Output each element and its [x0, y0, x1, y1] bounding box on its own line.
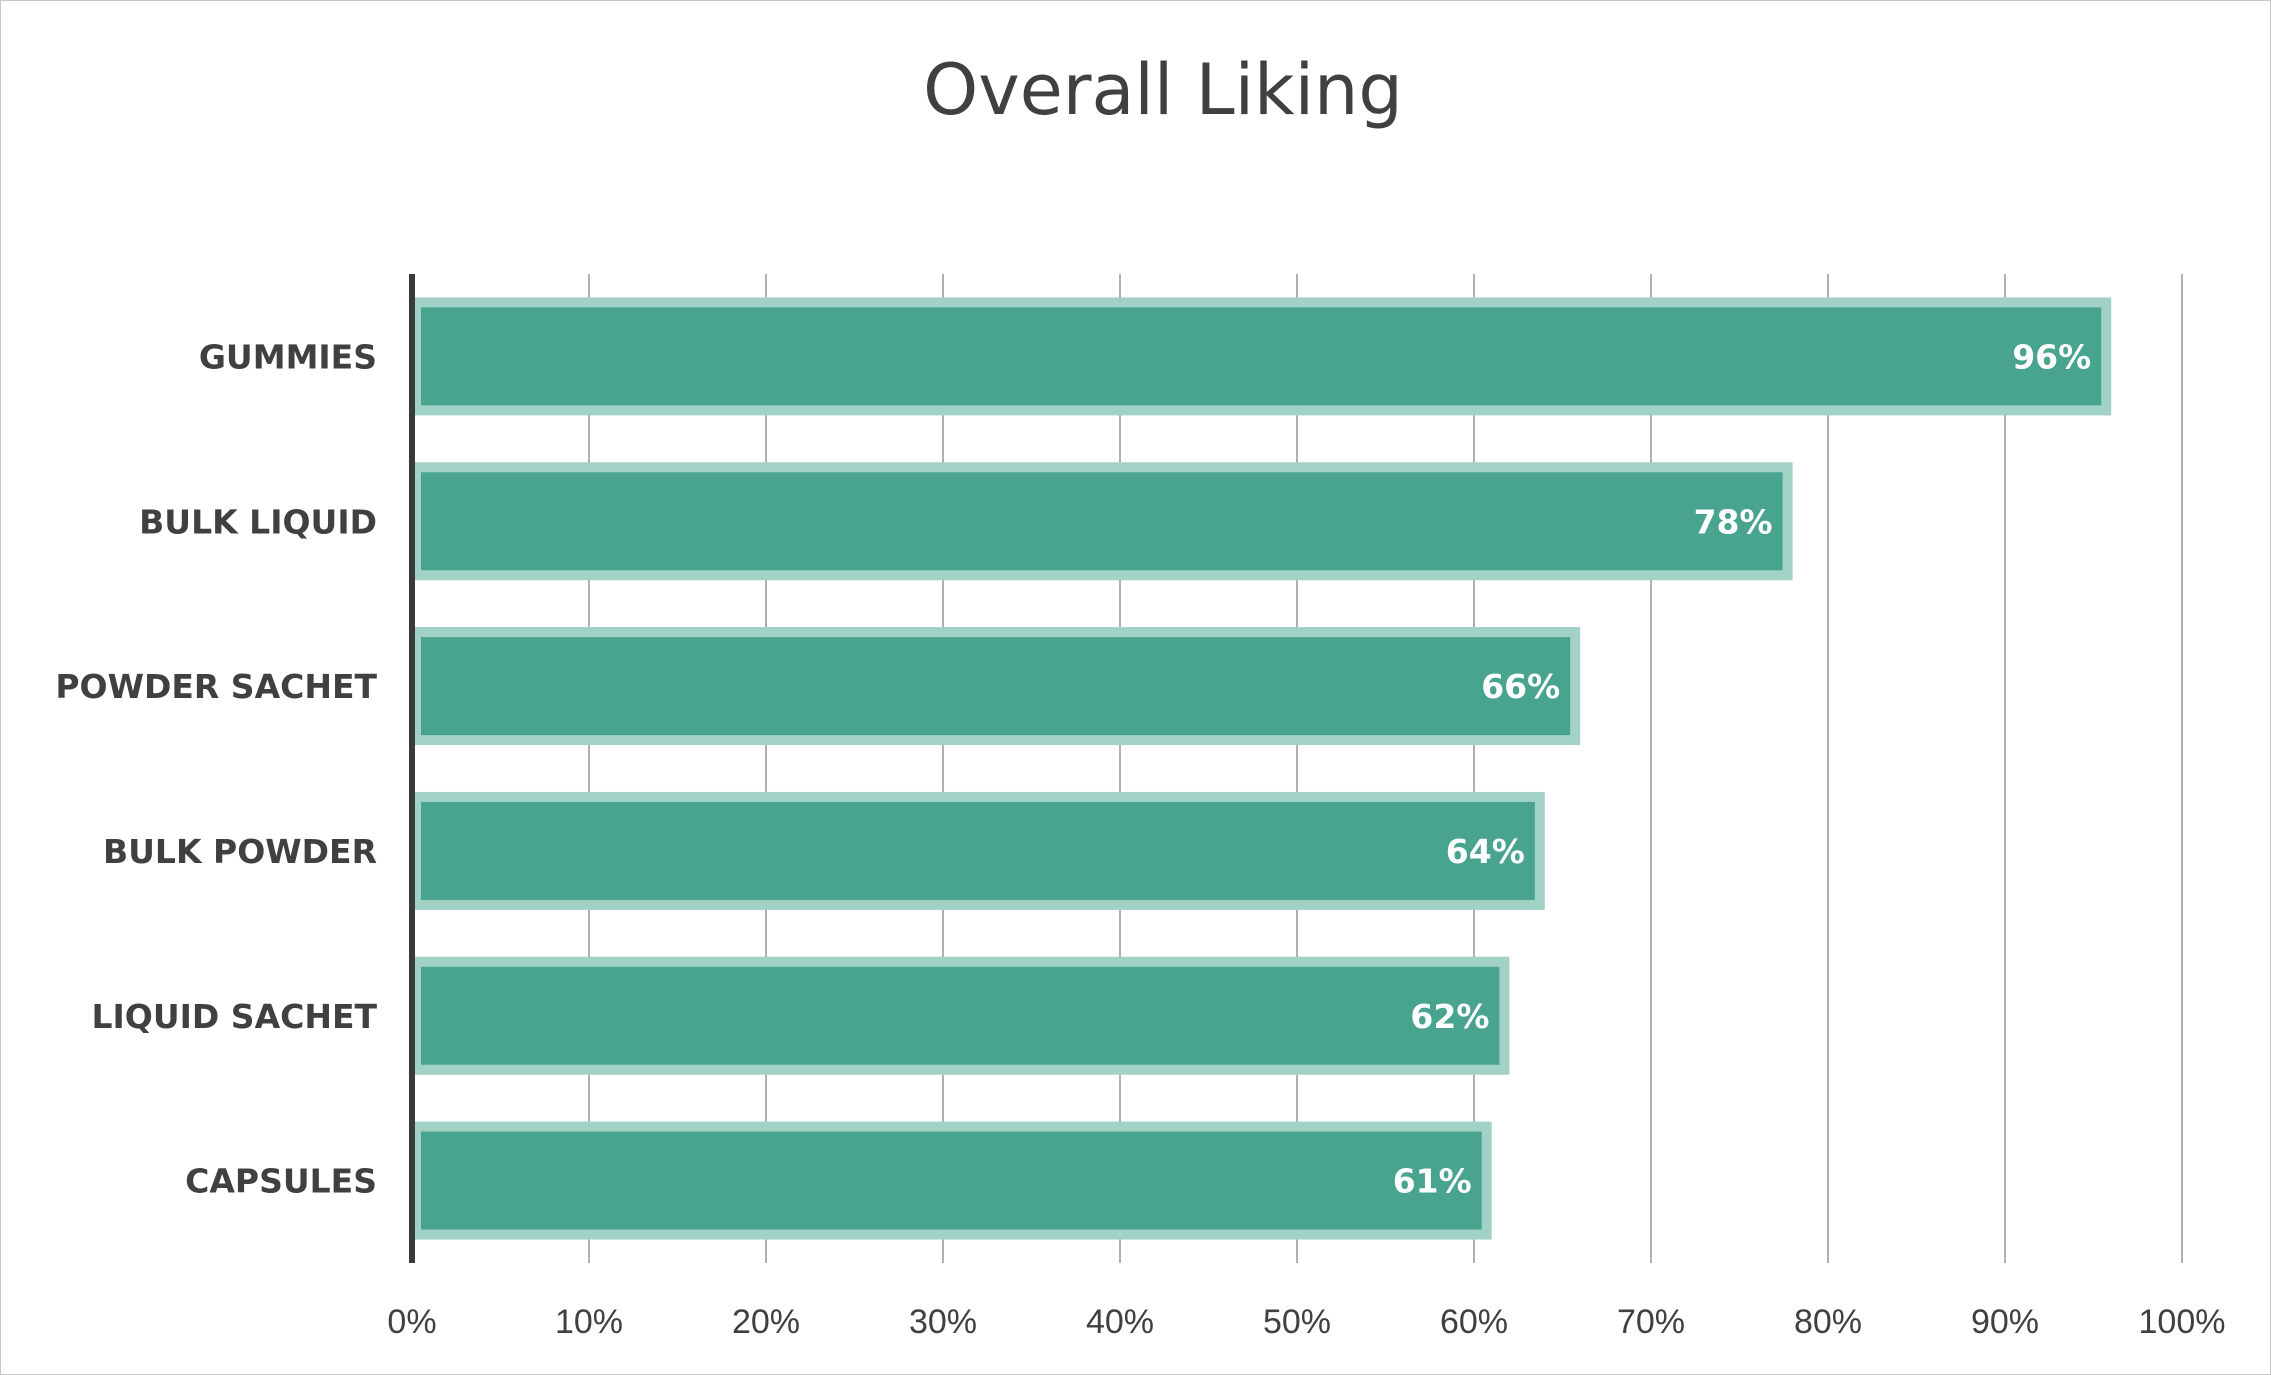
data-label: 64% [1446, 832, 1525, 871]
bar [411, 956, 1510, 1075]
category-label: BULK LIQUID [139, 502, 377, 541]
x-tick-label: 80% [1794, 1303, 1862, 1341]
category-label: GUMMIES [199, 337, 377, 376]
category-label: BULK POWDER [103, 832, 377, 871]
data-label: 61% [1393, 1162, 1472, 1201]
chart-title: Overall Liking [923, 49, 1403, 131]
x-tick-label: 30% [909, 1303, 977, 1341]
bar [411, 1121, 1492, 1240]
x-tick-label: 40% [1086, 1303, 1154, 1341]
x-tick-label: 90% [1971, 1303, 2039, 1341]
category-label: CAPSULES [185, 1162, 377, 1201]
data-label: 66% [1481, 667, 1560, 706]
x-tick-label: 10% [555, 1303, 623, 1341]
x-tick-label: 20% [732, 1303, 800, 1341]
axes: 0% 10% 20% 30% 40% 50% 60% 70% 80% 90% 100% GUMMIES… [55, 274, 2225, 1341]
bars: 96% 78% 66% 64% 62% 61% [411, 297, 2112, 1240]
x-tick-label: 0% [387, 1303, 436, 1341]
category-label: LIQUID SACHET [91, 997, 377, 1036]
bar [411, 627, 1581, 746]
data-label: 62% [1410, 997, 1489, 1036]
data-label: 78% [1694, 502, 1773, 541]
x-tick-label: 70% [1617, 1303, 1685, 1341]
data-label: 96% [2012, 337, 2091, 376]
bar [411, 791, 1545, 910]
bar [411, 462, 1793, 581]
category-label: POWDER SACHET [55, 667, 377, 706]
x-tick-label: 50% [1263, 1303, 1331, 1341]
gridlines [588, 274, 2183, 1263]
x-tick-label: 60% [1440, 1303, 1508, 1341]
bar [411, 297, 2112, 416]
x-tick-label: 100% [2139, 1303, 2226, 1341]
